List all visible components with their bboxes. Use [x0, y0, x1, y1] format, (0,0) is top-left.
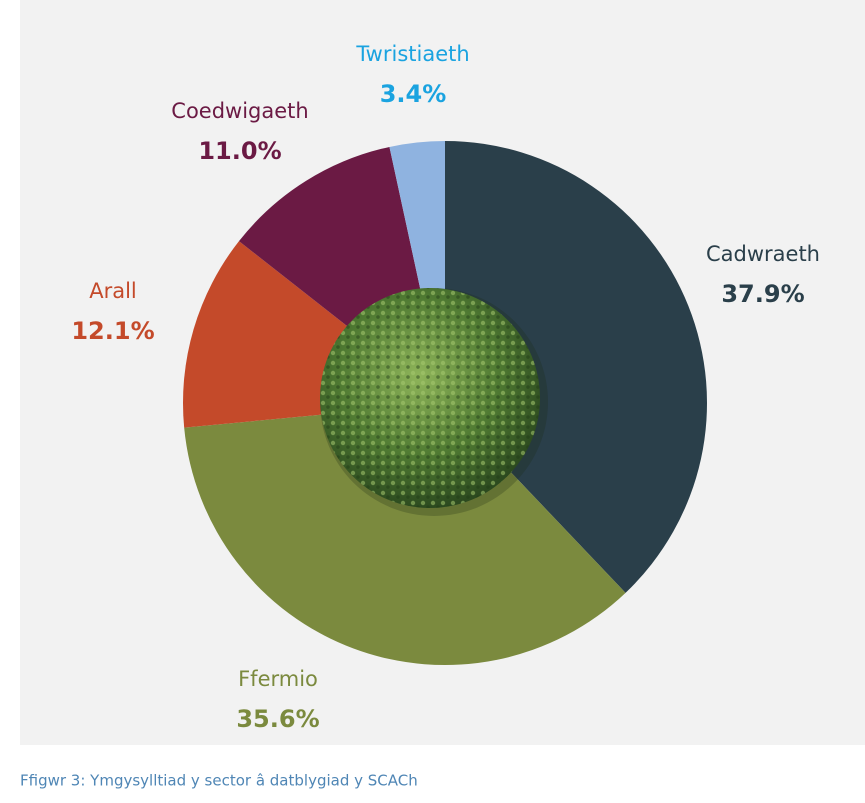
- slice-label: Twristiaeth: [355, 42, 469, 66]
- value-label: 35.6%: [236, 705, 319, 733]
- value-label: 37.9%: [721, 280, 804, 308]
- slice-label: Coedwigaeth: [171, 99, 308, 123]
- tree-image: [320, 288, 548, 516]
- value-label: 3.4%: [380, 80, 447, 108]
- slice-label: Cadwraeth: [706, 242, 820, 266]
- caption: Ffigwr 3: Ymgysylltiad y sector â datbly…: [20, 772, 418, 790]
- value-label: 11.0%: [198, 137, 281, 165]
- slice-label: Ffermio: [238, 667, 318, 691]
- chart: Ffigwr 3: Ymgysylltiad y sector â datbly…: [0, 0, 865, 799]
- slice-label: Arall: [89, 279, 137, 303]
- value-label: 12.1%: [71, 317, 154, 345]
